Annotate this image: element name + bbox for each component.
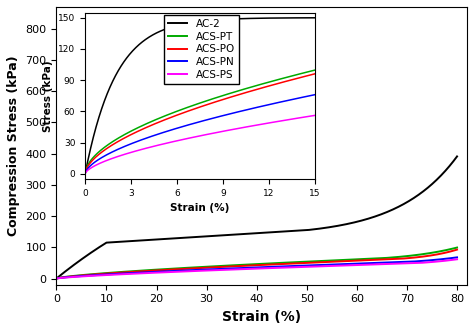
ACS-PT <box>216 264 221 268</box>
ACS-PS <box>366 263 372 267</box>
AC-2 <box>366 216 372 220</box>
Line: ACS-PO: ACS-PO <box>56 250 457 278</box>
ACS-PS <box>230 267 236 271</box>
Line: ACS-PN: ACS-PN <box>56 257 457 278</box>
AC-2 <box>216 234 221 238</box>
ACS-PO <box>366 258 372 262</box>
ACS-PS <box>454 257 460 261</box>
ACS-PO <box>230 264 236 268</box>
ACS-PS <box>373 262 379 266</box>
ACS-PT <box>454 246 460 250</box>
ACS-PN <box>230 266 236 270</box>
ACS-PO <box>54 276 59 280</box>
ACS-PT <box>373 257 379 260</box>
X-axis label: Strain (%): Strain (%) <box>222 310 301 324</box>
ACS-PT <box>54 276 59 280</box>
ACS-PT <box>230 263 236 267</box>
Y-axis label: Compression Stress (kPa): Compression Stress (kPa) <box>7 56 20 236</box>
ACS-PO <box>373 258 379 262</box>
ACS-PN <box>454 255 460 259</box>
ACS-PT <box>328 259 334 262</box>
ACS-PO <box>454 248 460 252</box>
Legend: AC-2, ACS-PT, ACS-PO, ACS-PN, ACS-PS: AC-2, ACS-PT, ACS-PO, ACS-PN, ACS-PS <box>164 15 239 84</box>
ACS-PS <box>54 276 59 280</box>
ACS-PN <box>54 276 59 280</box>
ACS-PO <box>94 272 100 276</box>
ACS-PN <box>373 261 379 265</box>
AC-2 <box>454 155 460 159</box>
ACS-PS <box>328 264 334 268</box>
AC-2 <box>328 225 334 229</box>
AC-2 <box>230 233 236 237</box>
ACS-PN <box>94 273 100 277</box>
AC-2 <box>373 214 379 218</box>
ACS-PT <box>94 272 100 276</box>
ACS-PN <box>216 267 221 271</box>
ACS-PS <box>216 268 221 272</box>
ACS-PO <box>328 260 334 264</box>
ACS-PO <box>216 265 221 269</box>
Line: ACS-PS: ACS-PS <box>56 259 457 278</box>
ACS-PS <box>94 273 100 277</box>
Line: ACS-PT: ACS-PT <box>56 248 457 278</box>
AC-2 <box>94 247 100 251</box>
ACS-PN <box>366 261 372 265</box>
Line: AC-2: AC-2 <box>56 157 457 278</box>
ACS-PN <box>328 262 334 266</box>
ACS-PT <box>366 257 372 261</box>
AC-2 <box>54 276 59 280</box>
